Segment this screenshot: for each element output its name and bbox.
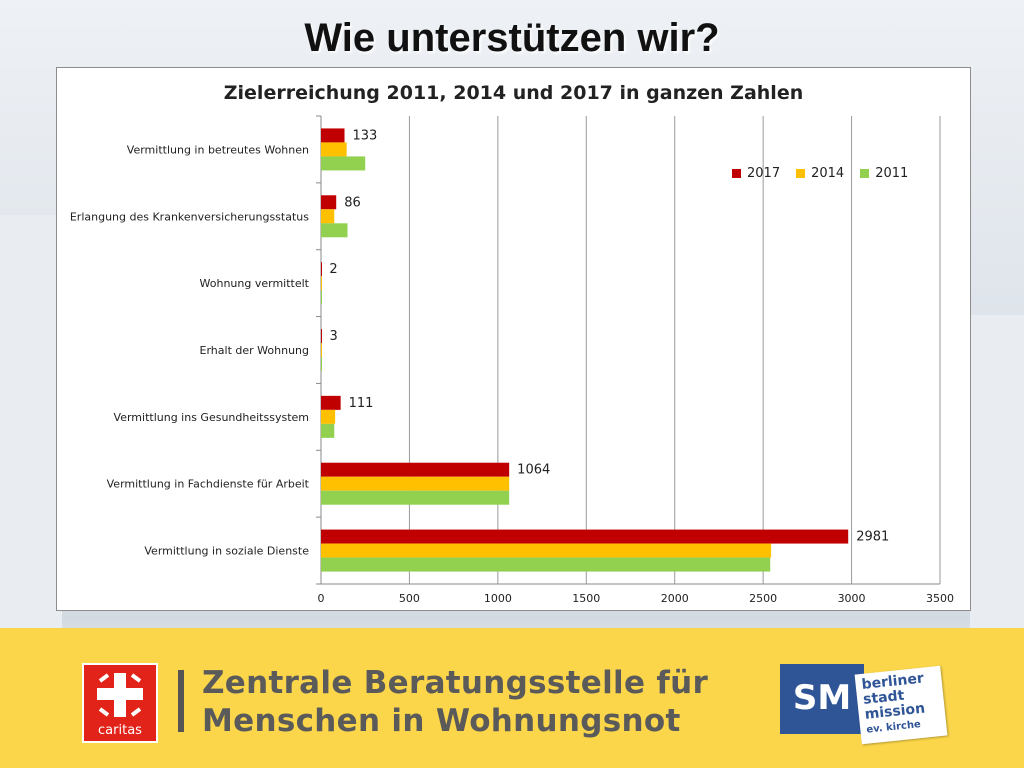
background-building-left <box>0 215 62 630</box>
legend-item: 2011 <box>860 166 908 181</box>
bar-2014 <box>321 476 510 491</box>
bar-2011 <box>321 490 510 505</box>
data-label: 133 <box>353 128 378 143</box>
legend-label: 2014 <box>811 166 845 181</box>
legend-item: 2017 <box>732 166 780 181</box>
chart-legend: 2017 2014 2011 <box>732 166 908 181</box>
data-label: 2981 <box>856 530 889 545</box>
x-tick-label: 500 <box>399 592 420 605</box>
bar-2014 <box>321 543 772 558</box>
category-label: Erhalt der Wohnung <box>200 344 309 357</box>
x-tick-label: 2500 <box>749 592 777 605</box>
bar-chart-plot: 0 500 1000 1500 2000 2500 3000 3500 Vermittlung … <box>70 115 954 605</box>
footer-title-line2: Menschen in Wohnungsnot <box>202 703 681 739</box>
bar-2011 <box>321 290 322 305</box>
slide-title: Wie unterstützen wir? <box>304 16 720 60</box>
legend-item: 2014 <box>796 166 844 181</box>
category-label: Vermittlung ins Gesundheitssystem <box>114 411 309 424</box>
legend-swatch <box>796 169 806 178</box>
bar-2011 <box>321 357 322 371</box>
x-tick-label: 1000 <box>484 592 512 605</box>
x-tick-label: 0 <box>318 592 325 605</box>
legend-label: 2017 <box>747 166 781 181</box>
data-label: 3 <box>330 329 338 344</box>
data-label: 86 <box>344 195 361 210</box>
chart-container: Zielerreichung 2011, 2014 und 2017 in ga… <box>56 67 971 611</box>
bar-2017 <box>321 529 849 544</box>
bar-2014 <box>321 409 336 424</box>
caritas-label: caritas <box>98 723 142 738</box>
data-label: 111 <box>349 396 374 411</box>
sm-label: SM <box>792 678 852 718</box>
x-tick-label: 2000 <box>661 592 689 605</box>
category-label: Wohnung vermittelt <box>200 277 310 290</box>
footer-title-line1: Zentrale Beratungsstelle für <box>202 665 709 701</box>
bar-2017 <box>321 462 510 477</box>
background-building-right <box>970 315 1024 630</box>
bar-2017 <box>321 329 322 343</box>
bar-2014 <box>321 142 347 157</box>
legend-label: 2011 <box>875 166 909 181</box>
stadtmission-logo: berliner stadt mission ev. kirche <box>854 665 948 745</box>
bar-2011 <box>321 423 335 438</box>
x-tick-label: 3000 <box>838 592 866 605</box>
bar-2017 <box>321 195 337 210</box>
bar-2011 <box>321 557 771 572</box>
sm-logo: SM <box>780 664 864 734</box>
bar-2017 <box>321 262 322 277</box>
category-label: Vermittlung in soziale Dienste <box>144 545 309 558</box>
footer-divider <box>178 670 184 732</box>
bar-2017 <box>321 395 341 410</box>
category-label: Vermittlung in Fachdienste für Arbeit <box>107 478 310 491</box>
category-label: Erlangung des Krankenversicherungsstatus <box>70 210 309 223</box>
data-label: 2 <box>329 262 337 277</box>
legend-swatch <box>860 169 870 178</box>
bar-2017 <box>321 128 345 143</box>
x-tick-label: 3500 <box>926 592 954 605</box>
bar-2014 <box>321 276 322 291</box>
bar-2011 <box>321 156 366 171</box>
x-tick-label: 1500 <box>572 592 600 605</box>
data-label: 1064 <box>517 463 550 478</box>
caritas-logo: caritas <box>82 663 158 743</box>
category-label: Vermittlung in betreutes Wohnen <box>127 143 309 156</box>
bar-2011 <box>321 223 348 238</box>
chart-title: Zielerreichung 2011, 2014 und 2017 in ga… <box>223 82 804 104</box>
bar-2014 <box>321 209 335 224</box>
legend-swatch <box>732 169 741 178</box>
bar-2014 <box>321 343 322 357</box>
caritas-cross-icon <box>97 673 143 717</box>
